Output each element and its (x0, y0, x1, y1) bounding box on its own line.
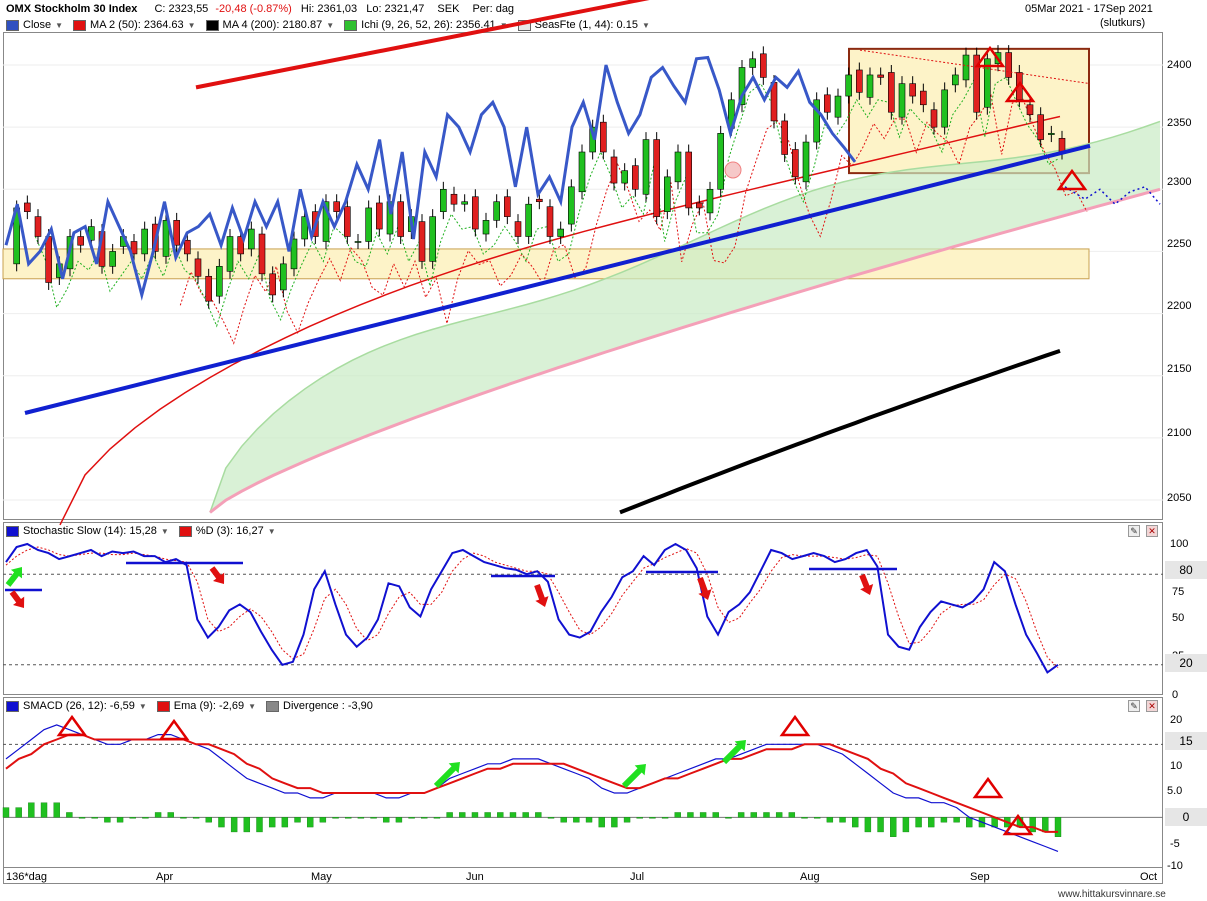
legend-stoch[interactable]: Stochastic Slow (14): 15,28 (23, 525, 157, 537)
currency: SEK (437, 3, 460, 15)
legend-ma200[interactable]: MA 4 (200): 2180.87 (222, 19, 323, 31)
period: Per: dag (472, 3, 515, 15)
y-tick: 2200 (1167, 300, 1192, 312)
legend-divergence[interactable]: Divergence : -3,90 (283, 700, 373, 712)
macd-panel (3, 697, 1163, 884)
macd-legend: SMACD (26, 12): -6,59 ▼ Ema (9): -2,69 ▼ D… (6, 700, 373, 712)
level-80-badge: 80 (1165, 561, 1207, 579)
price-type: (slutkurs) (1100, 17, 1146, 29)
y-tick: 2050 (1167, 492, 1192, 504)
y-tick: 2350 (1167, 117, 1192, 129)
level-0-badge: 0 (1165, 808, 1207, 826)
x-axis-month: Jul (630, 871, 645, 883)
y-tick: 10 (1170, 760, 1183, 772)
legend-ma50[interactable]: MA 2 (50): 2364.63 (90, 19, 184, 31)
wrench-icon[interactable]: ✎ (1128, 525, 1140, 537)
dropdown-icon[interactable]: ▼ (248, 701, 257, 711)
low-value: Lo: 2321,47 (366, 3, 425, 15)
dropdown-icon[interactable]: ▼ (138, 701, 147, 711)
x-axis-period-label: 136*dag (6, 871, 47, 883)
dropdown-icon[interactable]: ▼ (641, 20, 650, 30)
y-tick: 100 (1170, 538, 1189, 550)
legend-ema[interactable]: Ema (9): -2,69 (173, 700, 245, 712)
main-legend: Close ▼ MA 2 (50): 2364.63 ▼ MA 4 (200): 2… (6, 19, 660, 31)
close-icon[interactable]: ✕ (1146, 525, 1158, 537)
y-tick: 0 (1172, 689, 1179, 701)
close-icon[interactable]: ✕ (1146, 700, 1158, 712)
y-tick: 2250 (1167, 238, 1192, 250)
y-tick: 50 (1172, 612, 1185, 624)
level-15-badge: 15 (1165, 732, 1207, 750)
legend-ichimoku[interactable]: Ichi (9, 26, 52, 26): 2356.41 (361, 19, 496, 31)
x-axis (3, 867, 1163, 886)
x-axis-month: Sep (970, 871, 990, 883)
high-value: Hi: 2361,03 (300, 3, 358, 15)
close-value: C: 2323,55 (154, 3, 209, 15)
y-tick: -10 (1167, 860, 1183, 872)
y-tick: 75 (1172, 586, 1185, 598)
wrench-icon[interactable]: ✎ (1128, 700, 1140, 712)
y-tick: 2150 (1167, 363, 1192, 375)
y-tick: 2300 (1167, 176, 1192, 188)
y-tick: 2100 (1167, 427, 1192, 439)
legend-seasfte[interactable]: SeasFte (1, 44): 0.15 (534, 19, 638, 31)
chart-header: OMX Stockholm 30 Index C: 2323,55 -20,48… (6, 3, 514, 15)
x-axis-month: Apr (156, 871, 174, 883)
dropdown-icon[interactable]: ▼ (160, 526, 169, 536)
y-tick: 20 (1170, 714, 1183, 726)
y-tick: 5.0 (1167, 785, 1183, 797)
x-axis-month: May (311, 871, 332, 883)
stochastic-panel (3, 522, 1163, 695)
legend-close[interactable]: Close (23, 19, 52, 31)
level-20-badge: 20 (1165, 654, 1207, 672)
price-panel (3, 32, 1163, 520)
y-tick: 2400 (1167, 59, 1192, 71)
y-tick: -5 (1170, 838, 1180, 850)
x-axis-month: Aug (800, 871, 820, 883)
stochastic-legend: Stochastic Slow (14): 15,28 ▼ %D (3): 16,… (6, 525, 286, 537)
date-range: 05Mar 2021 - 17Sep 2021 (1025, 3, 1153, 15)
change-value: -20,48 (-0.87%) (215, 3, 292, 15)
legend-smacd[interactable]: SMACD (26, 12): -6,59 (23, 700, 135, 712)
dropdown-icon[interactable]: ▼ (326, 20, 335, 30)
x-axis-month: Jun (466, 871, 484, 883)
x-axis-month: Oct (1140, 871, 1158, 883)
dropdown-icon[interactable]: ▼ (499, 20, 508, 30)
dropdown-icon[interactable]: ▼ (187, 20, 196, 30)
website-footer: www.hittakursvinnare.se (1058, 889, 1166, 900)
dropdown-icon[interactable]: ▼ (55, 20, 64, 30)
dropdown-icon[interactable]: ▼ (267, 526, 276, 536)
legend-percent-d[interactable]: %D (3): 16,27 (195, 525, 264, 537)
index-title: OMX Stockholm 30 Index (6, 3, 138, 15)
